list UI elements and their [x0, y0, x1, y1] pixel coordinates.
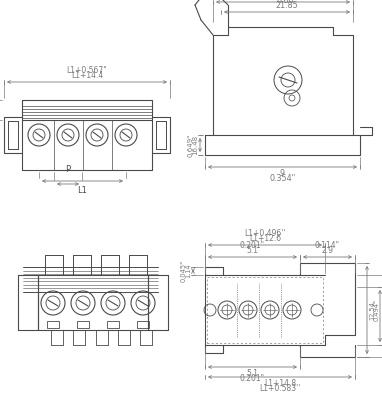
Bar	[47, 321, 59, 328]
Text: L1+0.583'': L1+0.583''	[259, 384, 301, 393]
Text: L1+14.4: L1+14.4	[71, 71, 103, 80]
Text: L1+12.6: L1+12.6	[249, 234, 281, 243]
Text: P: P	[65, 165, 71, 174]
Text: 12.54: 12.54	[369, 300, 375, 320]
Bar	[77, 321, 89, 328]
Bar	[137, 321, 149, 328]
Text: 2.9: 2.9	[322, 246, 333, 255]
Text: L1: L1	[78, 186, 87, 195]
Text: L1+14.8: L1+14.8	[264, 379, 296, 388]
Bar	[207, 277, 323, 343]
Text: 0.86": 0.86"	[277, 0, 298, 5]
Bar	[107, 321, 119, 328]
Text: 16.48: 16.48	[192, 135, 198, 155]
Text: 0.494": 0.494"	[373, 299, 379, 321]
Text: 21.85: 21.85	[276, 1, 298, 10]
Text: L1+0.567": L1+0.567"	[66, 66, 107, 75]
Text: 0.354": 0.354"	[269, 174, 296, 183]
Text: 9: 9	[280, 169, 285, 178]
Text: 0.045": 0.045"	[181, 260, 187, 282]
Text: 0.114": 0.114"	[315, 241, 340, 250]
Text: 0.201": 0.201"	[240, 374, 265, 383]
Text: 0.201": 0.201"	[240, 241, 265, 250]
Text: 5.1: 5.1	[246, 369, 259, 378]
Text: 5.1: 5.1	[246, 246, 259, 255]
Text: 1.14: 1.14	[185, 264, 191, 278]
Text: L1+0.496'': L1+0.496''	[244, 229, 286, 238]
Text: 0.649": 0.649"	[188, 133, 194, 157]
